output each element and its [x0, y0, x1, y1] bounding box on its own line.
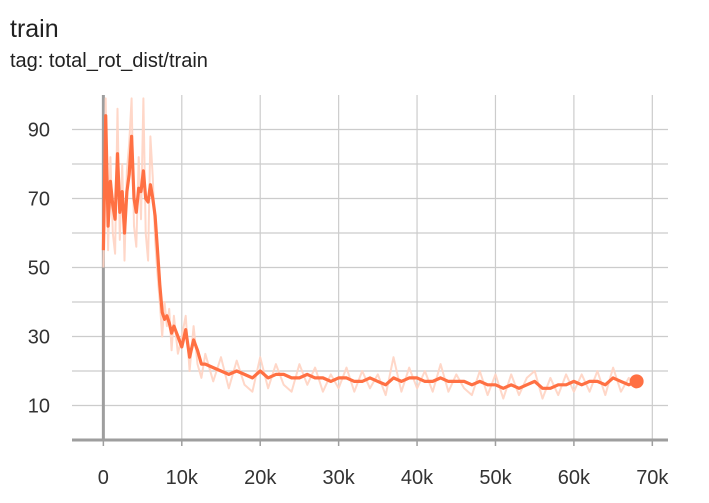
smoothed-series-line [101, 114, 638, 390]
x-tick-label: 50k [479, 467, 512, 489]
chart-tag: tag: total_rot_dist/train [10, 50, 208, 72]
y-tick-label: 90 [28, 120, 50, 142]
x-tick-label: 0 [98, 467, 109, 489]
x-tick-label: 60k [558, 467, 591, 489]
grid-lines [72, 95, 668, 440]
y-tick-label: 30 [28, 327, 50, 349]
axes [72, 95, 668, 446]
x-tick-label: 40k [401, 467, 434, 489]
last-point-marker [629, 374, 644, 389]
y-tick-label: 10 [28, 396, 50, 418]
y-tick-label: 70 [28, 189, 50, 211]
x-tick-label: 10k [166, 467, 199, 489]
x-tick-label: 20k [244, 467, 277, 489]
raw-series-line [102, 97, 638, 400]
x-tick-label: 70k [636, 467, 669, 489]
smoothed-series [101, 114, 644, 390]
y-tick-label: 50 [28, 258, 50, 280]
tick-labels: 10 30 50 70 90 0 10k 20k 30k 40k 50k 60k 70k [28, 120, 670, 490]
raw-series [102, 97, 638, 400]
chart-title: train [10, 15, 59, 43]
x-tick-label: 30k [323, 467, 356, 489]
